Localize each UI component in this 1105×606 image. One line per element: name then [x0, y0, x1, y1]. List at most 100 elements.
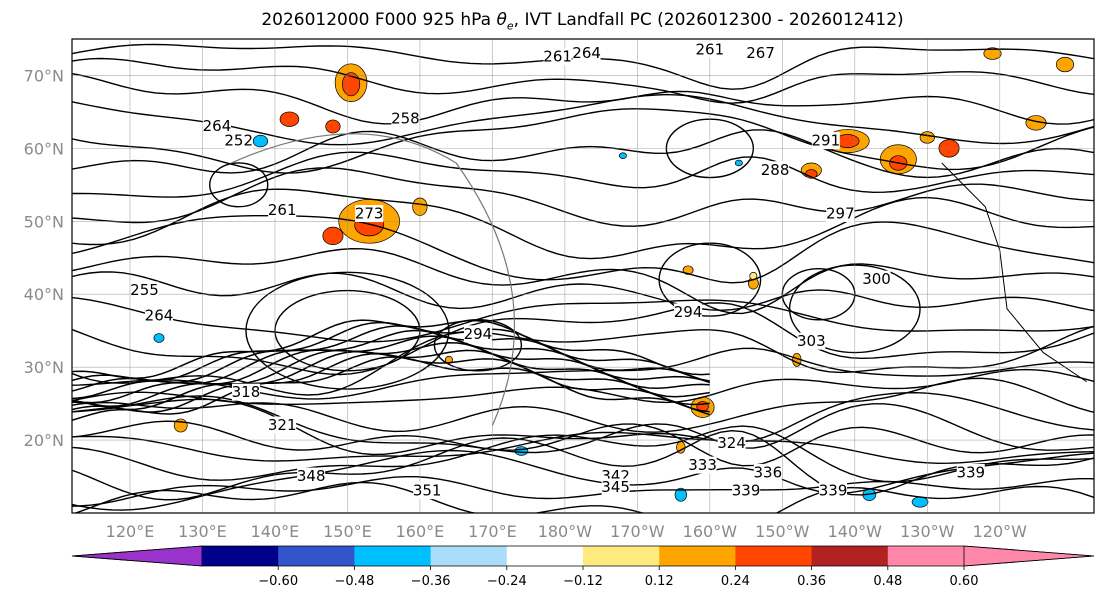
contour-label: 303 [797, 332, 826, 350]
contour-label-bg [717, 434, 746, 452]
contour-label: 321 [268, 416, 297, 434]
colorbar-segment [278, 546, 355, 566]
longitude-label: 140°E [251, 522, 300, 541]
contour-label-bg [688, 456, 717, 474]
contour-label: 273 [355, 205, 384, 223]
contour-label: 261 [543, 48, 572, 66]
longitude-label: 140°W [828, 522, 883, 541]
contour-label-bg [297, 467, 326, 485]
colorbar-tick-label: −0.24 [487, 574, 527, 589]
contour-label-bg [956, 463, 985, 481]
longitude-label: 180°W [538, 522, 593, 541]
contour-label-bg [224, 132, 253, 150]
contour-label-bg [746, 44, 775, 62]
latitude-label: 50°N [24, 212, 64, 231]
contour-label: 294 [464, 325, 493, 343]
contour-label: 351 [413, 482, 442, 500]
contour-label-bg [601, 478, 630, 496]
contour-label: 252 [224, 132, 253, 150]
contour-label: 333 [688, 456, 717, 474]
colorbar-extend-low [71, 545, 203, 567]
colorbar-segment [659, 546, 736, 566]
colorbar-outline [71, 545, 1095, 567]
contour-label: 264 [203, 117, 232, 135]
longitude-label: 150°E [323, 522, 372, 541]
contour-label: 255 [130, 281, 159, 299]
contour-label: 294 [674, 303, 703, 321]
contour-label: 264 [572, 44, 601, 62]
contour-label: 297 [826, 205, 855, 223]
graticule [72, 39, 1094, 513]
latitude-label: 70°N [24, 66, 64, 85]
longitude-label: 150°W [755, 522, 810, 541]
colorbar-segment [735, 546, 813, 566]
contour-label: 339 [732, 482, 761, 500]
contour-label: 339 [819, 482, 848, 500]
latitude-label: 40°N [24, 285, 64, 304]
contour-label-bg [202, 117, 231, 135]
longitude-label: 170°W [610, 522, 665, 541]
contour-label: 300 [862, 270, 891, 288]
colorbar-tick-label: −0.48 [334, 574, 374, 589]
longitude-label: 120°E [106, 522, 155, 541]
colorbar-segment [811, 546, 889, 566]
contour-label-bg [826, 205, 855, 223]
colorbar-tick-label: −0.60 [258, 574, 298, 589]
longitude-label: 130°E [178, 522, 227, 541]
contour-label: 258 [391, 110, 420, 128]
latitude-labels: 70°N 60°N 50°N 40°N 30°N 20°N [24, 66, 64, 450]
contour-label-bg [130, 281, 159, 299]
colorbar-tick-label: 0.48 [873, 574, 902, 589]
map-frame [71, 38, 1095, 514]
contour-label-bg [674, 303, 703, 321]
contour-label-bg [753, 463, 782, 481]
colorbar-tick-label: −0.36 [411, 574, 451, 589]
longitude-label: 160°E [396, 522, 445, 541]
contour-label-bg [572, 44, 601, 62]
contour-label-bg [268, 201, 297, 219]
contour-label-bg [761, 161, 790, 179]
longitude-labels: 120°E 130°E 140°E 150°E 160°E 170°E 180°W 170°W… [106, 522, 1027, 541]
contour-label: 318 [232, 383, 261, 401]
longitude-label: 170°E [468, 522, 517, 541]
contour-label-bg [732, 482, 761, 500]
contour-label: 336 [754, 463, 783, 481]
contour-label: 345 [601, 478, 630, 496]
colorbar-tick-label: 0.36 [797, 574, 826, 589]
longitude-label: 130°W [900, 522, 955, 541]
contour-label-bg [819, 482, 848, 500]
colorbar-segment [506, 546, 584, 566]
contour-label-bg [268, 416, 297, 434]
coastlines [231, 133, 1088, 426]
colorbar-tick-label: −0.12 [563, 574, 603, 589]
contour-label-bg [355, 205, 384, 223]
contour-label-bg [695, 40, 724, 58]
contour-label-bg [543, 48, 572, 66]
colorbar-tick-label: 0.24 [721, 574, 750, 589]
contour-label: 261 [696, 40, 725, 58]
colorbar-segment [887, 546, 965, 566]
colorbar-segment [202, 546, 279, 566]
contour-label: 261 [268, 201, 297, 219]
latitude-label: 60°N [24, 139, 64, 158]
longitude-label: 160°W [683, 522, 738, 541]
contour-label: 288 [761, 161, 790, 179]
contour-label-bg [391, 110, 420, 128]
colorbar: −0.60 −0.48 −0.36 −0.24 −0.12 0.12 0.24 0.36 0.4… [71, 545, 1095, 589]
contour-label: 324 [717, 434, 746, 452]
contour-label: 267 [746, 44, 775, 62]
latitude-label: 20°N [24, 431, 64, 450]
contour-label: 339 [956, 463, 985, 481]
contour-label: 291 [811, 132, 840, 150]
contour-label-bg [811, 132, 840, 150]
colorbar-segment [354, 546, 432, 566]
contour-label-bg [862, 270, 891, 288]
contour-label-bg [463, 325, 492, 343]
longitude-label: 120°W [973, 522, 1028, 541]
colorbar-segment [583, 546, 660, 566]
colorbar-tick-label: 0.12 [645, 574, 674, 589]
colorbar-tick-label: 0.60 [950, 574, 979, 589]
contour-label: 348 [297, 467, 326, 485]
